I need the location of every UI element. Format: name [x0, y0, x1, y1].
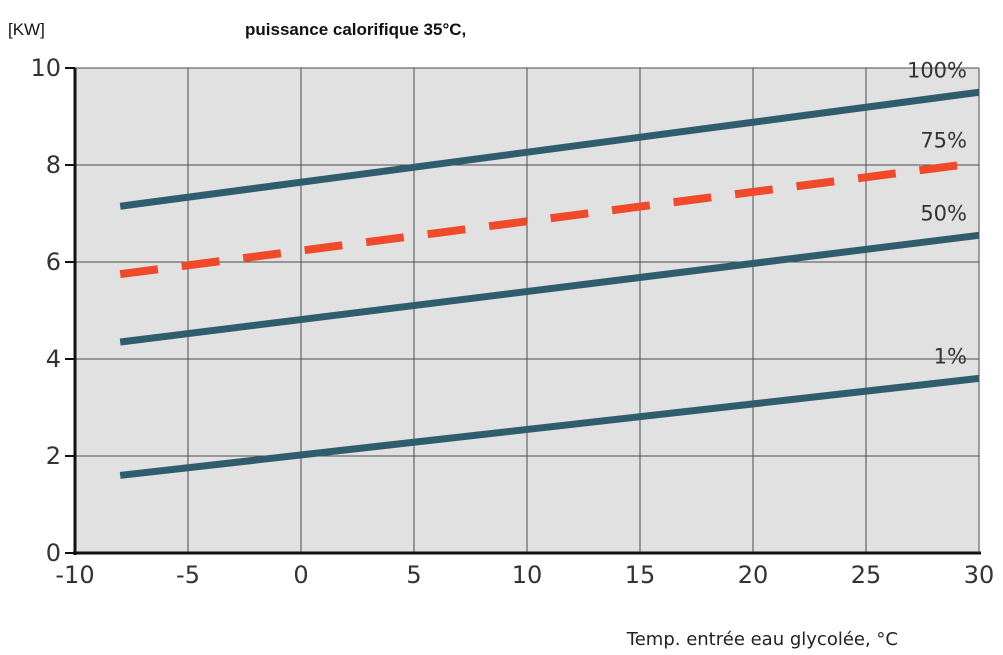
- x-tick-label: 15: [625, 561, 656, 589]
- x-tick-label: 10: [512, 561, 543, 589]
- x-tick-label: 20: [738, 561, 769, 589]
- y-tick-label: 6: [46, 248, 61, 276]
- series-group: [119, 88, 980, 479]
- series-line-100pct: [119, 88, 980, 210]
- tick-labels: -10 -5 0 5 10 15 20 25 30 0 2 4 6 8 10: [30, 54, 994, 589]
- y-axis-label: [KW]: [8, 20, 45, 39]
- y-tick-label: 2: [46, 442, 61, 470]
- x-tick-label: -5: [176, 561, 200, 589]
- chart-title: puissance calorifique 35°C,: [245, 20, 467, 39]
- x-axis-label: Temp. entrée eau glycolée, °C: [626, 629, 898, 650]
- series-label-75pct: 75%: [920, 129, 967, 153]
- x-tick-label: 25: [851, 561, 882, 589]
- y-tick-label: 8: [46, 151, 61, 179]
- series-line-1pct: [119, 374, 980, 479]
- y-tick-label: 10: [30, 54, 61, 82]
- series-label-100pct: 100%: [907, 58, 967, 82]
- series-line-50pct: [119, 231, 980, 346]
- series-label-50pct: 50%: [920, 201, 967, 225]
- x-tick-label: -10: [55, 561, 94, 589]
- series-labels: 100% 75% 50% 1%: [907, 58, 967, 368]
- x-tick-label: 5: [406, 561, 421, 589]
- grid: [74, 67, 980, 554]
- y-tick-label: 4: [46, 345, 61, 373]
- x-tick-label: 0: [293, 561, 308, 589]
- axes: [73, 67, 981, 555]
- series-line-75pct: [119, 158, 980, 279]
- x-tick-label: 30: [964, 561, 995, 589]
- series-label-1pct: 1%: [934, 344, 967, 368]
- y-tick-label: 0: [46, 539, 61, 567]
